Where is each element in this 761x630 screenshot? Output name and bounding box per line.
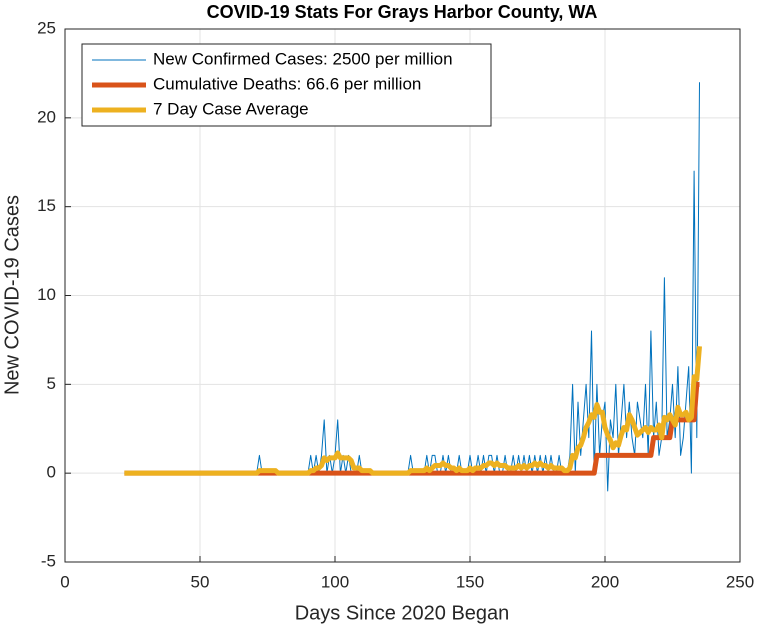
legend-label: New Confirmed Cases: 2500 per million bbox=[153, 49, 453, 68]
y-tick-label: 20 bbox=[37, 107, 56, 126]
y-tick-label: 5 bbox=[47, 374, 56, 393]
chart-title: COVID-19 Stats For Grays Harbor County, … bbox=[207, 2, 598, 22]
x-tick-label: 150 bbox=[456, 572, 484, 591]
y-tick-label: 0 bbox=[47, 463, 56, 482]
y-tick-label: -5 bbox=[41, 551, 56, 570]
legend: New Confirmed Cases: 2500 per million Cum… bbox=[81, 43, 492, 127]
x-tick-label: 200 bbox=[591, 572, 619, 591]
y-axis-label: New COVID-19 Cases bbox=[1, 195, 23, 395]
y-tick-label: 10 bbox=[37, 285, 56, 304]
legend-label: 7 Day Case Average bbox=[153, 99, 309, 118]
x-tick-label: 0 bbox=[60, 572, 69, 591]
axes-box bbox=[64, 28, 741, 563]
x-tick-label: 250 bbox=[726, 572, 754, 591]
x-axis-label: Days Since 2020 Began bbox=[295, 602, 510, 624]
x-tick-label: 50 bbox=[191, 572, 210, 591]
y-tick-label: 25 bbox=[37, 18, 56, 37]
plot-area bbox=[124, 82, 702, 492]
legend-label: Cumulative Deaths: 66.6 per million bbox=[153, 74, 421, 93]
series-line bbox=[124, 346, 702, 476]
x-tick-label: 100 bbox=[321, 572, 349, 591]
legend-box bbox=[81, 43, 492, 127]
y-tick-label: 15 bbox=[37, 196, 56, 215]
